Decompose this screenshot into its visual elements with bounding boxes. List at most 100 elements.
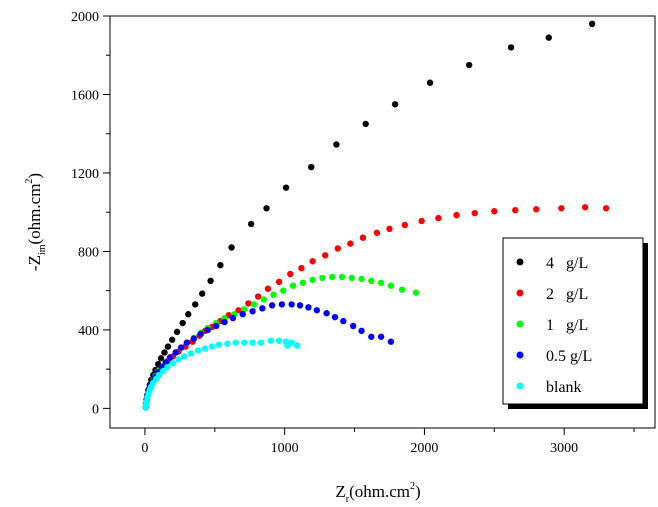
data-point bbox=[159, 367, 167, 375]
data-point bbox=[166, 354, 174, 361]
data-point bbox=[275, 337, 283, 344]
data-point bbox=[391, 101, 399, 108]
data-point bbox=[333, 141, 340, 148]
legend-label: 1 g/L bbox=[546, 317, 588, 334]
data-point bbox=[358, 327, 365, 335]
x-tick-label: 0 bbox=[141, 441, 148, 456]
data-point bbox=[185, 311, 192, 318]
data-point bbox=[232, 339, 239, 346]
data-point bbox=[398, 286, 406, 293]
data-point bbox=[491, 208, 498, 215]
data-point bbox=[309, 276, 316, 284]
y-tick-label: 2000 bbox=[71, 10, 99, 25]
data-point bbox=[465, 61, 473, 69]
data-point bbox=[180, 353, 188, 360]
data-point bbox=[358, 275, 365, 283]
data-point bbox=[173, 328, 181, 336]
legend-marker bbox=[516, 382, 524, 390]
y-title-unit: (ohm.cm bbox=[25, 184, 44, 245]
data-point bbox=[289, 282, 297, 289]
data-point bbox=[175, 356, 182, 363]
data-point bbox=[359, 234, 367, 241]
data-point bbox=[183, 339, 191, 346]
data-point bbox=[331, 313, 339, 321]
x-title-sup: 2 bbox=[410, 481, 415, 492]
data-point bbox=[386, 225, 393, 233]
data-point bbox=[278, 301, 286, 308]
plot-frame bbox=[109, 15, 656, 429]
data-point bbox=[282, 184, 290, 191]
data-point bbox=[453, 211, 460, 219]
data-point bbox=[368, 333, 375, 340]
data-point bbox=[328, 273, 336, 281]
legend-box bbox=[502, 237, 644, 405]
data-point bbox=[322, 252, 329, 259]
legend-marker bbox=[516, 320, 524, 328]
data-points bbox=[142, 20, 610, 411]
x-tick-label: 1000 bbox=[271, 441, 299, 456]
x-axis: 0 1000 2000 3000 bbox=[141, 428, 635, 456]
data-point bbox=[155, 371, 163, 379]
data-point bbox=[426, 79, 434, 86]
data-point bbox=[187, 350, 195, 357]
data-point bbox=[257, 339, 265, 346]
data-point bbox=[319, 274, 326, 282]
data-point bbox=[260, 296, 267, 303]
data-point bbox=[249, 339, 256, 346]
data-point bbox=[197, 330, 205, 338]
x-axis-title: Zr(ohm.cm2) bbox=[335, 481, 420, 505]
legend-marker bbox=[516, 258, 524, 266]
y-axis: 0 400 800 1200 1600 2000 bbox=[71, 10, 110, 417]
legend-label: blank bbox=[546, 379, 582, 396]
data-point bbox=[347, 240, 354, 247]
data-point bbox=[267, 337, 274, 344]
y-tick-label: 1600 bbox=[71, 88, 99, 103]
data-point bbox=[287, 270, 294, 278]
data-point bbox=[190, 335, 198, 342]
x-title-sub: r bbox=[346, 494, 350, 505]
data-point bbox=[228, 244, 235, 251]
data-point bbox=[368, 277, 375, 285]
data-point bbox=[259, 305, 266, 312]
y-axis-title: -Zim(ohm.cm2) bbox=[24, 173, 48, 271]
data-point bbox=[308, 163, 315, 171]
data-point bbox=[471, 209, 478, 217]
data-point bbox=[169, 360, 177, 367]
data-point bbox=[299, 279, 307, 287]
data-point bbox=[418, 217, 425, 225]
data-point bbox=[224, 340, 231, 347]
y-title-prefix: -Z bbox=[25, 255, 44, 271]
data-point bbox=[179, 319, 186, 327]
data-point bbox=[373, 229, 381, 236]
data-point bbox=[168, 336, 176, 343]
x-title-main: Z bbox=[335, 482, 345, 501]
legend-marker bbox=[516, 289, 524, 297]
data-point bbox=[294, 342, 301, 349]
data-point bbox=[204, 326, 212, 334]
data-point bbox=[178, 344, 185, 351]
x-title-unit: (ohm.cm bbox=[349, 482, 410, 501]
data-point bbox=[254, 293, 262, 300]
data-point bbox=[507, 44, 515, 51]
data-point bbox=[387, 338, 395, 345]
data-point bbox=[588, 20, 596, 28]
data-point bbox=[194, 347, 202, 354]
x-tick-label: 2000 bbox=[410, 441, 438, 456]
data-point bbox=[377, 333, 385, 340]
legend-marker bbox=[516, 351, 524, 359]
data-point bbox=[533, 206, 540, 213]
data-point bbox=[313, 307, 321, 314]
data-point bbox=[334, 245, 341, 252]
data-point bbox=[305, 304, 312, 311]
legend: 4 g/L 2 g/L 1 g/L 0.5 g/L blank bbox=[502, 237, 648, 409]
data-point bbox=[338, 273, 346, 281]
data-point bbox=[201, 345, 209, 352]
data-point bbox=[157, 355, 165, 362]
data-point bbox=[235, 307, 242, 314]
data-point bbox=[581, 204, 589, 211]
x-tick-label: 3000 bbox=[550, 441, 578, 456]
data-point bbox=[602, 205, 610, 212]
data-point bbox=[401, 221, 409, 229]
data-point bbox=[377, 279, 385, 287]
